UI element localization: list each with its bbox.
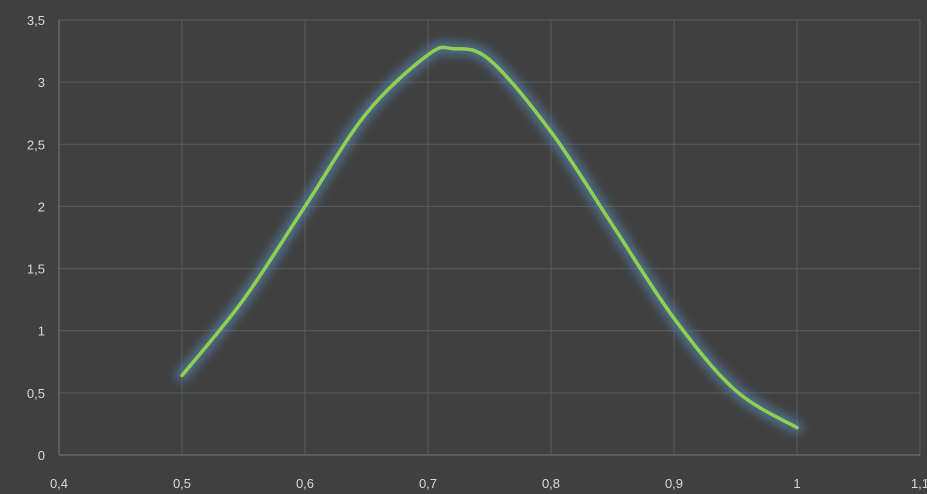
x-tick-label: 0,4 (50, 476, 68, 491)
series-line (180, 45, 799, 430)
data-point (181, 374, 184, 377)
y-tick-label: 1,5 (27, 262, 45, 277)
data-point (550, 130, 553, 133)
data-point (304, 205, 307, 208)
x-tick-label: 0,8 (542, 476, 560, 491)
x-tick-label: 0,6 (296, 476, 314, 491)
y-tick-label: 1 (38, 324, 45, 339)
data-point (365, 112, 368, 115)
y-tick-label: 3 (38, 75, 45, 90)
data-point (796, 426, 799, 429)
y-tick-label: 3,5 (27, 13, 45, 28)
data-point (673, 317, 676, 320)
data-point (488, 58, 491, 61)
y-tick-label: 2,5 (27, 137, 45, 152)
y-tick-label: 0 (38, 448, 45, 463)
series-layer (176, 41, 803, 434)
data-point (611, 224, 614, 227)
axes (58, 20, 920, 456)
data-point (242, 298, 245, 301)
y-tick-label: 2 (38, 199, 45, 214)
data-point (734, 389, 737, 392)
data-point (427, 53, 430, 56)
x-tick-label: 0,7 (419, 476, 437, 491)
y-tick-label: 0,5 (27, 386, 45, 401)
x-tick-label: 1 (793, 476, 800, 491)
y-axis-tick-labels: 0 0,5 1 1,5 2 2,5 3 3,5 (27, 13, 45, 463)
data-point (451, 47, 454, 50)
x-tick-label: 0,5 (173, 476, 191, 491)
x-tick-label: 0,9 (665, 476, 683, 491)
x-tick-label: 1,1 (911, 476, 927, 491)
gridlines (59, 19, 921, 455)
series-line-glow (176, 41, 803, 434)
x-axis-tick-labels: 0,4 0,5 0,6 0,7 0,8 0,9 1 1,1 (50, 476, 927, 491)
